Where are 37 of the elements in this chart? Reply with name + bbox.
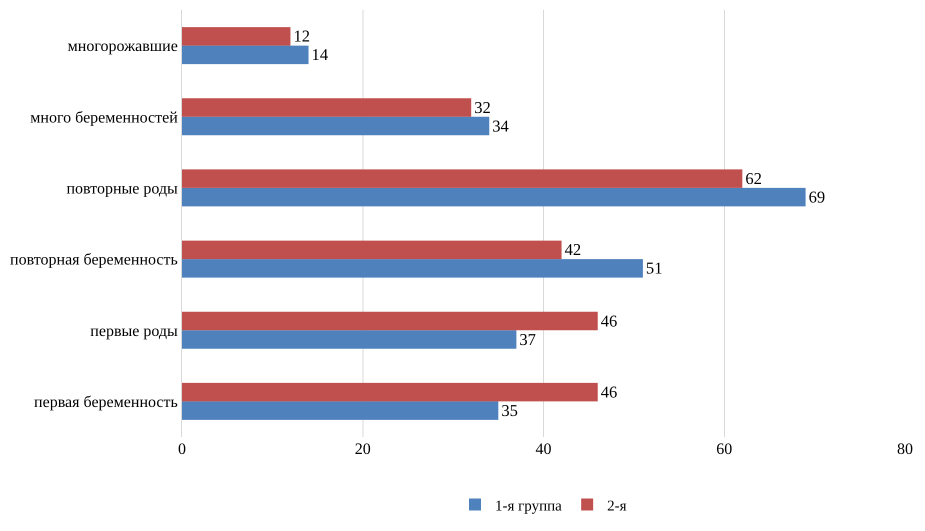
y-tick-label: повторная беременность bbox=[10, 252, 178, 269]
legend-label: 1-я группа bbox=[495, 498, 562, 514]
bar bbox=[182, 169, 742, 188]
data-label: 14 bbox=[312, 45, 329, 64]
bar bbox=[182, 259, 643, 278]
bar bbox=[182, 98, 472, 117]
bar bbox=[182, 312, 598, 330]
bar bbox=[182, 46, 309, 64]
y-tick-label: первая беременность bbox=[34, 394, 178, 412]
data-label: 42 bbox=[564, 240, 582, 260]
x-tick-label: 20 bbox=[354, 441, 371, 458]
data-label: 32 bbox=[474, 98, 491, 117]
bar bbox=[182, 188, 806, 206]
bar bbox=[182, 27, 290, 46]
bar bbox=[182, 401, 498, 420]
bar bbox=[182, 240, 562, 260]
x-tick-label: 80 bbox=[897, 441, 913, 458]
data-label: 12 bbox=[293, 26, 310, 46]
data-label: 69 bbox=[808, 188, 826, 207]
data-label: 46 bbox=[600, 382, 618, 402]
data-label: 62 bbox=[745, 169, 762, 188]
data-label: 46 bbox=[600, 311, 618, 330]
x-tick-label: 0 bbox=[178, 441, 186, 458]
x-tick-label: 40 bbox=[536, 441, 552, 458]
y-tick-label: многорожавшие bbox=[68, 38, 178, 56]
y-tick-label: первые роды bbox=[90, 322, 178, 340]
bar bbox=[182, 116, 490, 136]
y-tick-label: повторные роды bbox=[66, 180, 178, 198]
bar bbox=[182, 330, 516, 349]
bar bbox=[182, 382, 598, 402]
data-label: 51 bbox=[646, 258, 662, 278]
legend-label: 2-я bbox=[607, 498, 627, 514]
data-label: 37 bbox=[519, 330, 536, 349]
y-tick-label: много беременностей bbox=[30, 109, 178, 126]
data-label: 34 bbox=[492, 116, 510, 136]
x-tick-label: 60 bbox=[716, 441, 732, 458]
data-label: 35 bbox=[501, 401, 518, 420]
